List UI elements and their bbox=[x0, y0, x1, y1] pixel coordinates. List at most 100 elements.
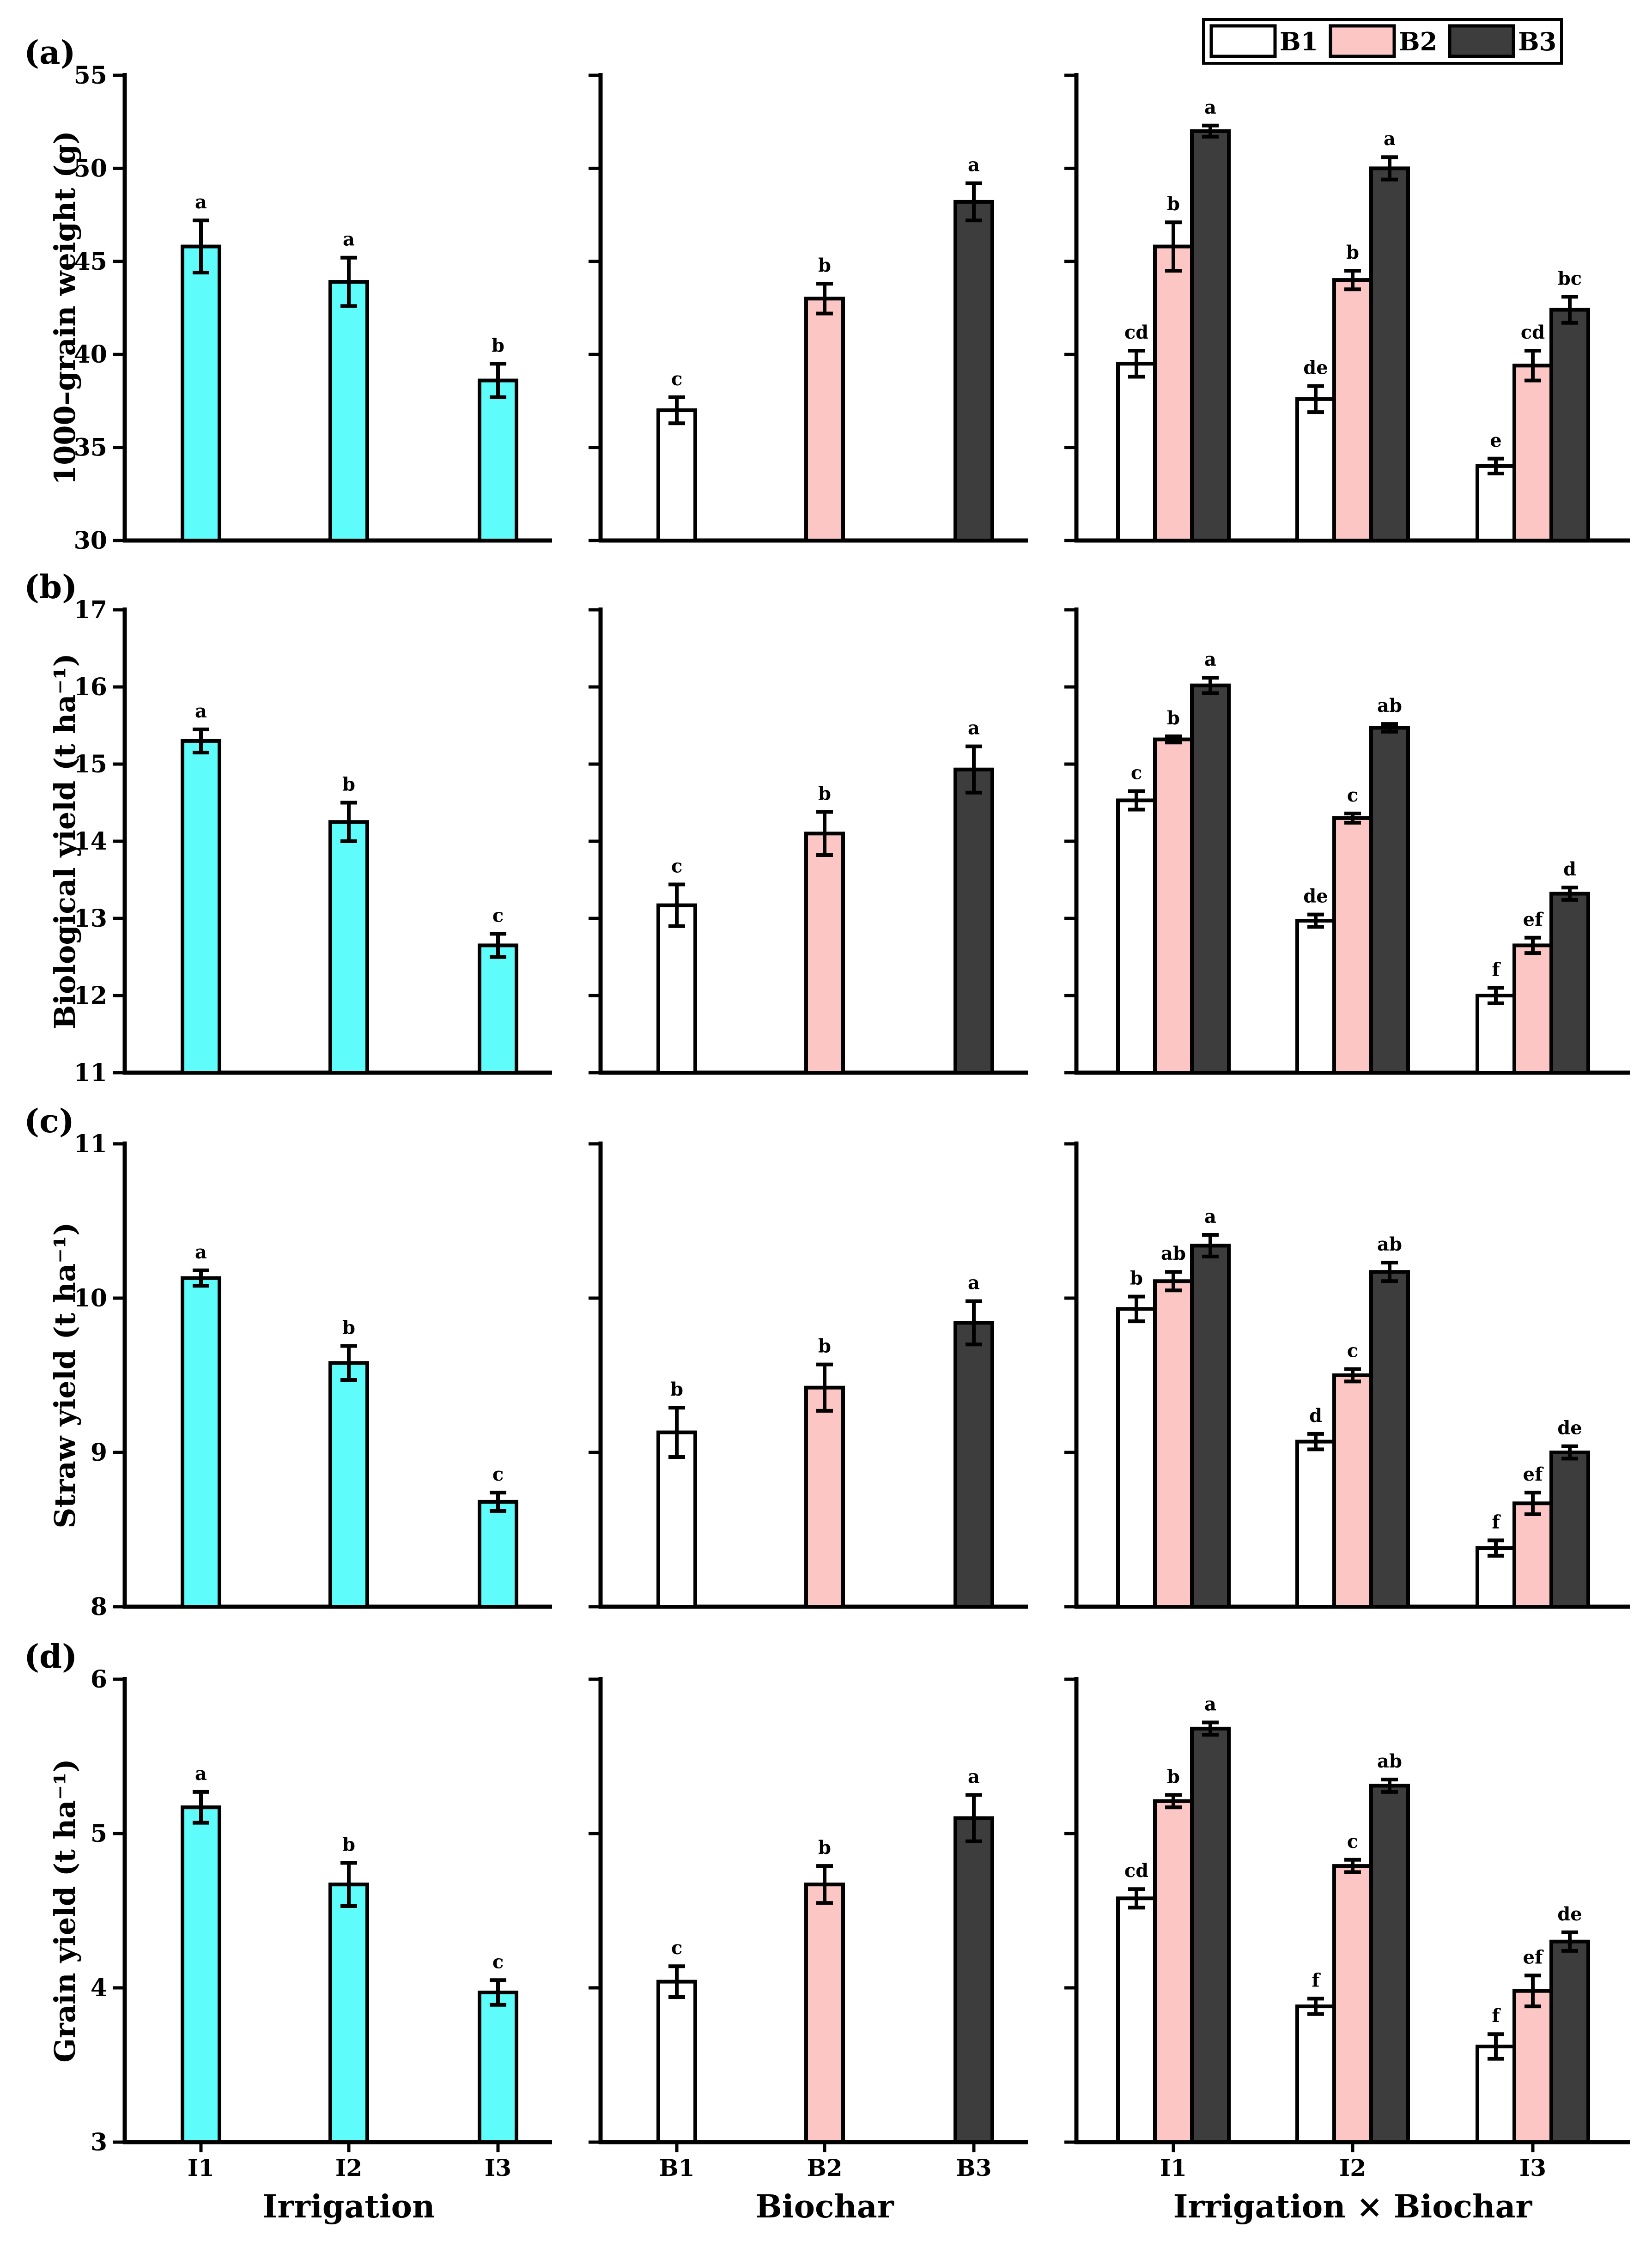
significance-letter: cd bbox=[1124, 322, 1148, 343]
significance-letter: a bbox=[968, 717, 980, 739]
bar-irrigation-i2 bbox=[330, 822, 367, 1073]
y-tick-label: 10 bbox=[74, 1284, 107, 1312]
panel-letter: (c) bbox=[24, 1102, 74, 1140]
significance-letter: b bbox=[492, 334, 504, 356]
bar-i1-b2 bbox=[1155, 247, 1192, 541]
legend-label-b3: B3 bbox=[1518, 27, 1556, 56]
legend-label-b1: B1 bbox=[1280, 27, 1318, 56]
significance-letter: ab bbox=[1161, 1243, 1186, 1264]
y-tick-label: 40 bbox=[74, 340, 107, 369]
bar-i3-b1 bbox=[1477, 996, 1514, 1073]
bar-i1-b3 bbox=[1192, 1729, 1229, 2142]
bar-irrigation-i1 bbox=[182, 1807, 219, 2142]
bar-biochar-b1 bbox=[658, 905, 695, 1073]
significance-letter: de bbox=[1303, 886, 1328, 907]
panel-letter: (b) bbox=[24, 568, 77, 606]
bar-irrigation-i2 bbox=[330, 1884, 367, 2142]
significance-letter: f bbox=[1492, 1511, 1501, 1533]
y-tick-label: 50 bbox=[74, 154, 107, 182]
y-tick-label: 45 bbox=[74, 248, 107, 276]
significance-letter: b bbox=[1167, 193, 1180, 215]
bar-i1-b2 bbox=[1155, 1801, 1192, 2142]
figure: B1 B2 B3 (a)1000–grain weight (g)303540455… bbox=[0, 0, 1652, 2241]
significance-letter: a bbox=[968, 1272, 980, 1294]
bar-i1-b3 bbox=[1192, 686, 1229, 1073]
significance-letter: d bbox=[1563, 858, 1576, 880]
bar-i3-b2 bbox=[1514, 1991, 1551, 2142]
bar-i2-b1 bbox=[1297, 2006, 1334, 2142]
bar-i2-b2 bbox=[1334, 1375, 1371, 1607]
significance-letter: a bbox=[968, 1766, 980, 1788]
bar-i3-b2 bbox=[1514, 1503, 1551, 1607]
significance-letter: b bbox=[818, 255, 831, 276]
significance-letter: c bbox=[1347, 1831, 1358, 1852]
significance-letter: f bbox=[1492, 959, 1501, 980]
y-tick-label: 5 bbox=[91, 1820, 107, 1848]
legend-swatch-b1 bbox=[1211, 26, 1275, 56]
y-axis-label: Grain yield (t ha⁻¹) bbox=[48, 1759, 82, 2063]
x-tick-label: B2 bbox=[807, 2154, 842, 2181]
bar-i2-b2 bbox=[1334, 818, 1371, 1073]
y-tick-label: 30 bbox=[74, 527, 107, 555]
y-tick-label: 16 bbox=[74, 673, 107, 701]
y-tick-label: 15 bbox=[74, 750, 107, 778]
bar-i3-b3 bbox=[1551, 894, 1588, 1073]
y-tick-label: 35 bbox=[74, 434, 107, 462]
significance-letter: ef bbox=[1523, 909, 1544, 930]
significance-letter: c bbox=[1347, 784, 1358, 806]
bar-i1-b2 bbox=[1155, 1281, 1192, 1607]
bar-i2-b2 bbox=[1334, 1866, 1371, 2142]
bar-i2-b3 bbox=[1371, 1272, 1408, 1607]
significance-letter: f bbox=[1312, 1969, 1321, 1991]
x-tick-label: I1 bbox=[188, 2154, 214, 2181]
legend-swatch-b3 bbox=[1450, 26, 1513, 56]
y-tick-label: 9 bbox=[91, 1439, 107, 1467]
bar-irrigation-i1 bbox=[182, 1278, 219, 1607]
bar-i1-b2 bbox=[1155, 740, 1192, 1073]
significance-letter: a bbox=[195, 1763, 207, 1785]
significance-letter: a bbox=[1204, 1694, 1216, 1715]
significance-letter: b bbox=[818, 783, 831, 805]
significance-letter: b bbox=[342, 1317, 355, 1339]
significance-letter: ab bbox=[1377, 1233, 1402, 1255]
significance-letter: ab bbox=[1377, 1750, 1402, 1772]
bar-i1-b1 bbox=[1118, 1898, 1155, 2142]
x-tick-label: I2 bbox=[335, 2154, 362, 2181]
panel-letter: (a) bbox=[24, 33, 76, 72]
bar-biochar-b1 bbox=[658, 1982, 695, 2142]
x-axis-title: Irrigation × Biochar bbox=[1173, 2188, 1533, 2225]
bar-irrigation-i2 bbox=[330, 282, 367, 541]
significance-letter: de bbox=[1557, 1417, 1582, 1439]
y-tick-label: 17 bbox=[74, 596, 107, 624]
significance-letter: c bbox=[1347, 1340, 1358, 1362]
panel-letter: (d) bbox=[24, 1637, 77, 1676]
y-tick-label: 11 bbox=[74, 1130, 107, 1158]
y-tick-label: 8 bbox=[91, 1593, 107, 1621]
significance-letter: bc bbox=[1558, 267, 1582, 289]
significance-letter: c bbox=[492, 1464, 504, 1485]
bar-i2-b3 bbox=[1371, 1786, 1408, 2142]
significance-letter: ab bbox=[1377, 695, 1402, 717]
bar-i2-b1 bbox=[1297, 399, 1334, 541]
x-tick-label: B1 bbox=[659, 2154, 694, 2181]
significance-letter: b bbox=[818, 1837, 831, 1858]
x-tick-label: I3 bbox=[1519, 2154, 1546, 2181]
bar-irrigation-i3 bbox=[480, 1502, 516, 1607]
bar-biochar-b2 bbox=[806, 1388, 843, 1607]
bar-i3-b3 bbox=[1551, 1452, 1588, 1607]
significance-letter: a bbox=[1204, 1206, 1216, 1227]
significance-letter: b bbox=[1167, 707, 1180, 729]
legend: B1 B2 B3 bbox=[1203, 19, 1561, 63]
significance-letter: b bbox=[818, 1336, 831, 1357]
significance-letter: b bbox=[670, 1379, 683, 1400]
bar-i1-b1 bbox=[1118, 364, 1155, 541]
significance-letter: de bbox=[1557, 1903, 1582, 1925]
bar-i3-b3 bbox=[1551, 1942, 1588, 2142]
y-axis-label: Straw yield (t ha⁻¹) bbox=[48, 1222, 82, 1529]
bar-i2-b3 bbox=[1371, 168, 1408, 541]
bar-i1-b3 bbox=[1192, 131, 1229, 541]
y-tick-label: 11 bbox=[74, 1059, 107, 1087]
significance-letter: c bbox=[671, 856, 682, 877]
x-axis-title: Irrigation bbox=[263, 2188, 435, 2225]
y-tick-label: 14 bbox=[74, 827, 107, 856]
